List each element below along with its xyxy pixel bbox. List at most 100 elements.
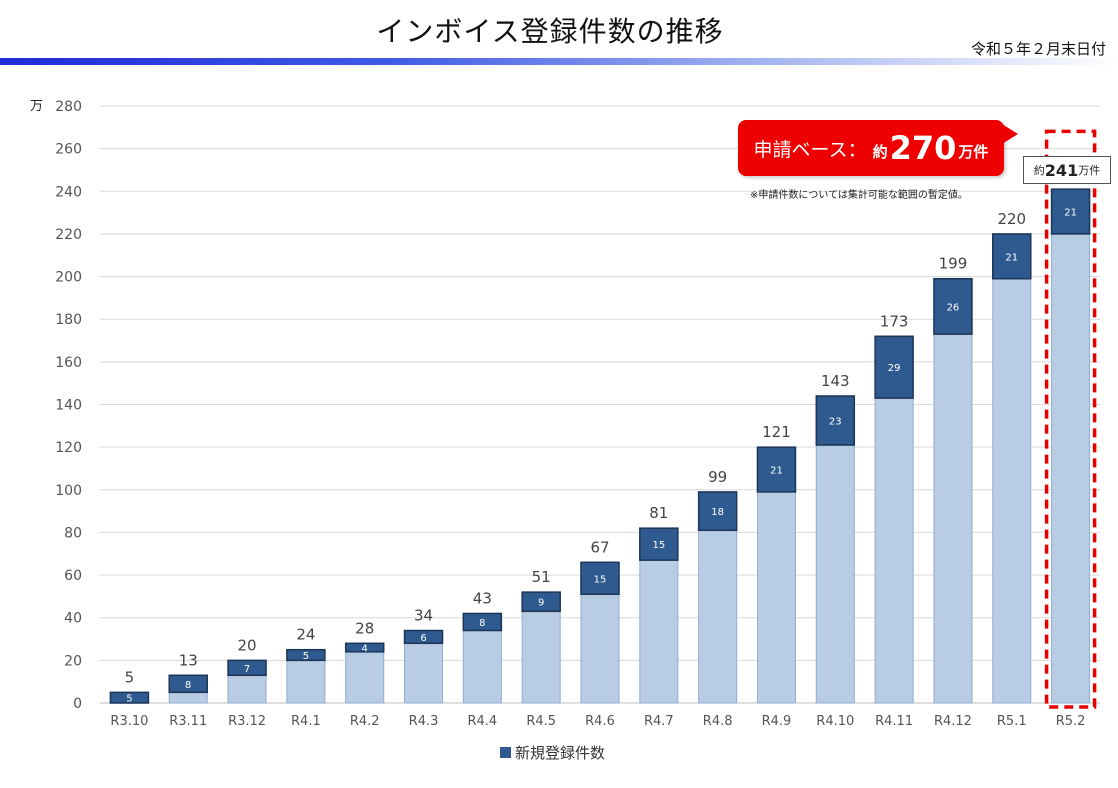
last-total-prefix: 約 (1033, 164, 1045, 177)
bar-value-label: 8 (185, 680, 191, 691)
callout-note: ※申請件数については集計可能な範囲の暫定値。 (750, 190, 968, 201)
total-label: 13 (179, 651, 198, 669)
x-tick-label: R3.11 (169, 714, 207, 729)
bar-value-label: 4 (362, 644, 368, 655)
y-tick-label: 60 (64, 568, 82, 584)
chart-legend: 新規登録件数 (500, 742, 605, 763)
bar-value-label: 29 (888, 363, 901, 374)
bar-new-registrations (286, 648, 326, 662)
total-label: 20 (238, 636, 257, 654)
x-tick-label: R5.1 (997, 714, 1027, 729)
bar-new-registrations (109, 691, 150, 704)
bar-cumulative (404, 642, 444, 704)
y-tick-label: 40 (64, 611, 82, 627)
bar-new-registrations (227, 659, 267, 677)
x-tick-label: R4.3 (409, 714, 439, 729)
total-label: 143 (821, 372, 850, 390)
bar-value-label: 21 (1005, 252, 1018, 263)
callout-prefix: 約 (872, 142, 888, 161)
callout-arrow (1002, 124, 1018, 144)
bar-new-registrations (874, 335, 914, 399)
bar-new-registrations (1050, 188, 1091, 235)
bar-value-label: 21 (770, 466, 783, 477)
bar-value-label: 5 (126, 694, 132, 705)
x-tick-label: R4.2 (350, 714, 380, 729)
total-label: 28 (355, 619, 374, 637)
total-label: 43 (473, 589, 492, 607)
bar-value-label: 9 (538, 598, 544, 609)
y-tick-label: 200 (55, 270, 82, 286)
bar-cumulative (580, 593, 620, 704)
bar-cumulative (462, 630, 502, 704)
y-tick-label: 120 (55, 440, 82, 456)
total-label: 67 (590, 538, 609, 556)
bar-cumulative (168, 691, 208, 704)
bar-cumulative (992, 278, 1032, 704)
bar-cumulative (639, 559, 679, 704)
header-divider (0, 58, 1118, 65)
bar-new-registrations (815, 395, 856, 446)
bar-new-registrations (756, 446, 797, 493)
bar-cumulative (815, 444, 855, 704)
x-tick-label: R4.5 (526, 714, 556, 729)
x-tick-label: R4.8 (703, 714, 733, 729)
bar-cumulative (1051, 233, 1091, 704)
bar-cumulative (227, 674, 267, 704)
bar-new-registrations (992, 233, 1032, 280)
y-tick-label: 20 (64, 653, 82, 669)
date-label: 令和５年２月末日付 (970, 40, 1106, 58)
bar-value-label: 21 (1064, 208, 1077, 219)
legend-swatch (500, 747, 511, 758)
bar-new-registrations (344, 642, 385, 653)
x-tick-label: R4.6 (585, 714, 615, 729)
x-tick-label: R3.10 (110, 714, 148, 729)
total-label: 34 (414, 607, 433, 625)
total-label: 5 (125, 668, 135, 686)
y-tick-label: 100 (55, 483, 82, 499)
x-tick-label: R4.9 (762, 714, 792, 729)
bar-cumulative (698, 529, 738, 704)
application-callout: 申請ベース： 約 270 万件 (738, 120, 1004, 176)
bar-cumulative (521, 610, 561, 704)
total-label: 173 (880, 312, 909, 330)
page-title: インボイス登録件数の推移 (376, 15, 724, 48)
total-label: 24 (296, 626, 315, 644)
bar-cumulative (345, 651, 385, 704)
callout-suffix: 万件 (958, 142, 989, 161)
y-unit-label: 万 (30, 99, 43, 114)
x-tick-label: R4.1 (291, 714, 321, 729)
bar-new-registrations (639, 527, 679, 561)
y-tick-label: 180 (55, 312, 82, 328)
bar-new-registrations (168, 674, 208, 694)
callout-value: 270 (889, 129, 957, 167)
bar-new-registrations (933, 277, 973, 335)
bar-new-registrations (462, 612, 503, 632)
bar-value-label: 15 (652, 540, 665, 551)
bar-cumulative (874, 397, 914, 704)
x-tick-label: R3.12 (228, 714, 266, 729)
x-tick-label: R4.11 (875, 714, 913, 729)
bar-value-label: 15 (594, 574, 607, 585)
bar-cumulative (933, 333, 973, 704)
bar-value-label: 23 (829, 416, 842, 427)
total-label: 51 (532, 568, 551, 586)
total-label: 121 (762, 423, 791, 441)
total-label: 220 (997, 210, 1026, 228)
y-tick-label: 240 (55, 184, 82, 200)
bar-value-label: 7 (244, 664, 250, 675)
bar-new-registrations (580, 561, 620, 596)
bar-value-label: 18 (711, 507, 724, 518)
bar-cumulative (756, 491, 796, 704)
y-tick-label: 260 (55, 142, 82, 158)
total-label: 81 (649, 504, 668, 522)
total-label: 99 (708, 468, 727, 486)
y-tick-label: 220 (55, 227, 82, 243)
highlight-box (1044, 129, 1097, 709)
bar-cumulative (286, 659, 326, 704)
last-total-suffix: 万件 (1078, 164, 1101, 177)
y-tick-label: 140 (55, 398, 82, 414)
y-tick-label: 160 (55, 355, 82, 371)
x-tick-label: R4.7 (644, 714, 674, 729)
bar-value-label: 26 (947, 302, 960, 313)
